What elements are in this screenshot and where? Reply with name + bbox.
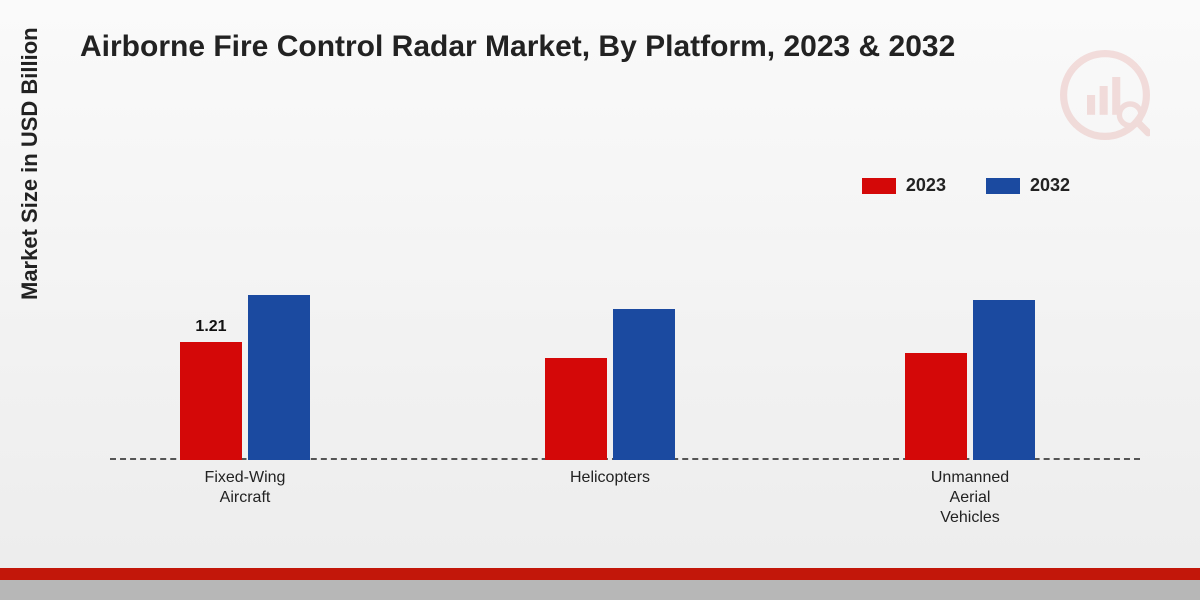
bar-2023-fixed-wing: 1.21: [180, 342, 242, 460]
x-tick-label: Fixed-Wing Aircraft: [205, 468, 286, 508]
chart-canvas: Airborne Fire Control Radar Market, By P…: [0, 0, 1200, 600]
bar-2023-uav: [905, 353, 967, 460]
bar-2032-fixed-wing: [248, 295, 310, 460]
bar-2023-helicopters: [545, 358, 607, 460]
plot-area: 1.21 Fixed-Wing Aircraft Helicopters U: [110, 120, 1140, 460]
footer-bar-gray: [0, 580, 1200, 600]
footer-bar-red: [0, 568, 1200, 580]
bar-group-helicopters: Helicopters: [510, 309, 710, 460]
x-tick-label: Helicopters: [570, 468, 650, 488]
bar-2032-uav: [973, 300, 1035, 460]
bar-group-uav: Unmanned Aerial Vehicles: [870, 300, 1070, 460]
chart-title: Airborne Fire Control Radar Market, By P…: [80, 30, 955, 64]
y-axis-label: Market Size in USD Billion: [17, 27, 43, 300]
bar-group-fixed-wing: 1.21 Fixed-Wing Aircraft: [145, 295, 345, 460]
x-tick-label: Unmanned Aerial Vehicles: [931, 468, 1009, 528]
bar-value-label: 1.21: [195, 318, 226, 336]
bar-2032-helicopters: [613, 309, 675, 460]
